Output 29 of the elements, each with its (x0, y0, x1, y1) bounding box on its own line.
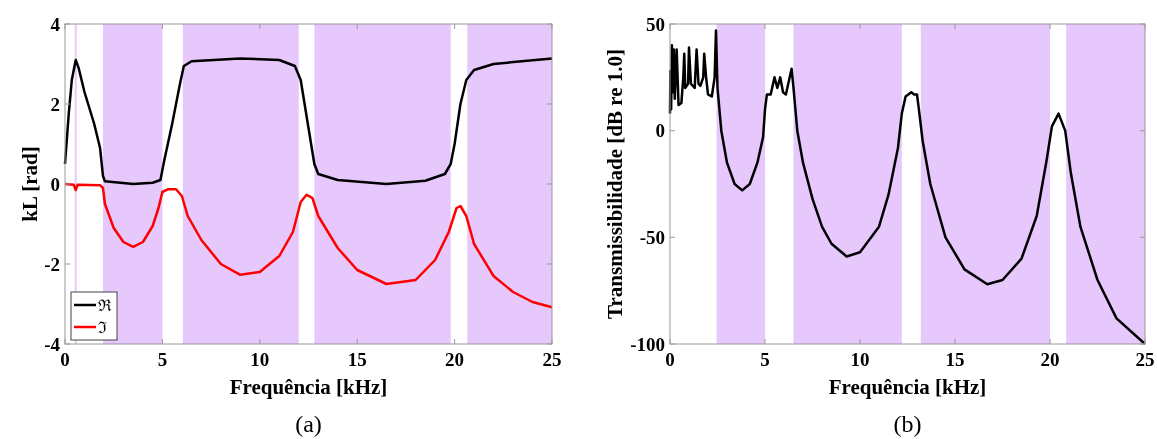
y-tick-label: 0 (655, 120, 665, 142)
legend-label: ℜ (98, 296, 112, 314)
y-axis-title: Transmissibilidade [dB re 1.0] (603, 49, 627, 319)
x-tick-label: 25 (1135, 349, 1155, 370)
x-tick-label: 15 (945, 349, 965, 370)
x-tick-label: 20 (1040, 349, 1060, 370)
y-tick-label: -50 (639, 226, 665, 248)
x-tick-label: 5 (760, 349, 770, 370)
y-tick-label: 0 (50, 173, 60, 195)
text: (a) (295, 411, 322, 437)
x-tick-label: 15 (347, 349, 367, 370)
y-tick-label: 4 (50, 13, 61, 35)
y-tick-label: 2 (50, 93, 60, 115)
x-axis-title: Frequência [kHz] (828, 375, 987, 399)
y-tick-label: -100 (630, 333, 665, 355)
x-tick-label: 20 (445, 349, 465, 370)
legend-label: ℑ (98, 318, 107, 336)
y-tick-label: -2 (44, 253, 60, 275)
y-tick-label: -4 (44, 333, 61, 355)
x-tick-label: 10 (250, 349, 270, 370)
y-axis-title: kL [rad] (18, 146, 42, 222)
line-series (63, 57, 554, 186)
text: (b) (893, 411, 922, 437)
y-tick-label: 50 (646, 13, 665, 35)
x-tick-label: 5 (157, 349, 168, 370)
x-tick-label: 25 (542, 349, 562, 370)
line-series (668, 29, 1147, 346)
x-tick-label: 10 (850, 349, 870, 370)
x-axis-title: Frequência [kHz] (229, 375, 388, 399)
